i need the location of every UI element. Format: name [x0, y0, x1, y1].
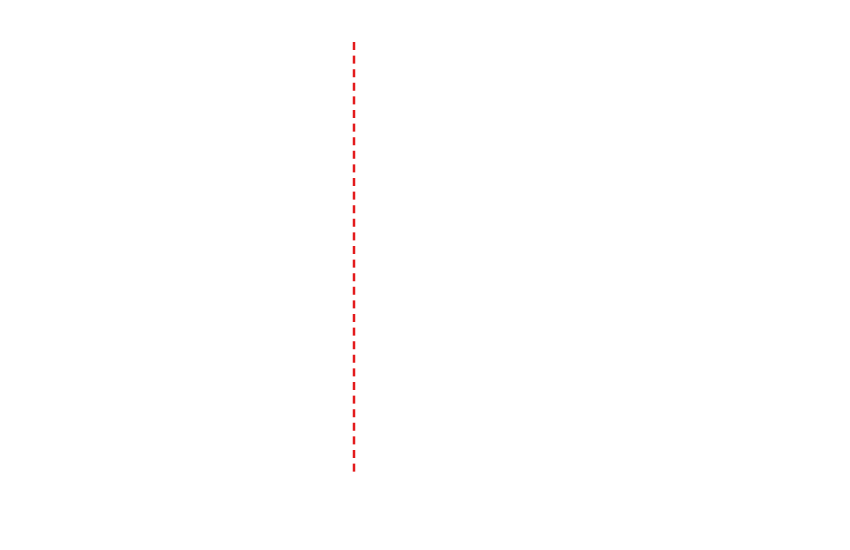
chart [352, 42, 356, 474]
page: {"chart_data": {"type": "vline", "color"… [352, 42, 356, 474]
